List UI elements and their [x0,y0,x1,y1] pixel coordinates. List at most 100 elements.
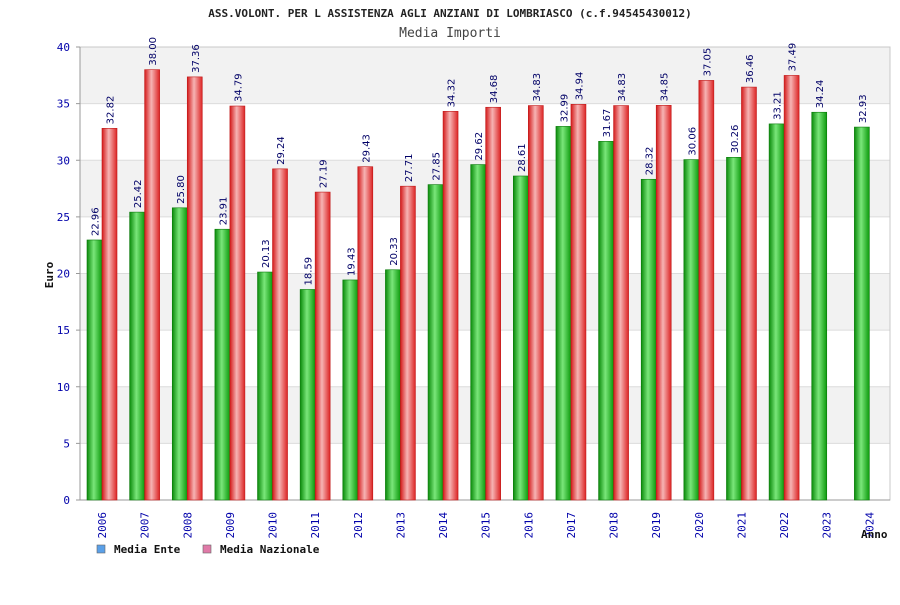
bar-media-ente [854,126,870,501]
y-tick-label: 15 [57,324,70,337]
data-label: 34.83 [532,73,543,102]
x-axis-label: Anno [861,528,888,541]
y-tick-label: 40 [57,41,70,54]
bar-media-ente [683,159,700,501]
bar-media-nazionale [570,104,587,501]
y-tick-label: 5 [63,437,70,450]
legend: Media Ente Media Nazionale [96,543,320,556]
y-tick-label: 10 [57,381,70,394]
x-tick-label: 2006 [96,512,109,539]
bar-media-ente [385,269,401,501]
data-label: 37.36 [191,44,202,73]
bar-media-nazionale [442,111,459,501]
bar-media-ente [513,175,529,501]
y-tick-label: 0 [63,494,70,507]
data-label: 32.82 [106,96,117,125]
bar-media-nazionale [485,106,501,501]
bar-media-nazionale [101,128,118,501]
data-label: 38.00 [148,37,159,66]
data-label: 33.21 [773,91,784,120]
x-tick-label: 2017 [565,512,578,539]
x-tick-label: 2015 [480,512,493,539]
bar-media-ente [726,157,742,501]
bar-media-ente [214,228,231,501]
bar-media-ente [598,141,614,501]
y-tick-label: 35 [57,98,70,111]
data-label: 36.46 [745,54,756,83]
bar-media-ente [299,289,316,501]
x-tick-label: 2021 [735,512,748,539]
y-tick-label: 25 [57,211,70,224]
bar-media-nazionale [229,105,246,501]
data-label: 34.24 [815,80,826,109]
data-label: 20.33 [389,237,400,266]
x-tick-label: 2011 [309,512,322,539]
bar-media-nazionale [655,105,672,501]
data-label: 22.96 [91,207,102,236]
x-tick-label: 2012 [352,512,365,539]
bar-media-nazionale [314,191,331,501]
data-label: 20.13 [261,239,272,268]
legend-label: Media Ente [114,543,181,556]
data-label: 31.67 [602,109,613,138]
bar-media-nazionale [613,105,629,501]
data-label: 27.71 [404,154,415,183]
bar-media-ente [427,184,444,501]
bar-media-nazionale [741,86,757,501]
data-label: 34.83 [617,73,628,102]
data-label: 34.85 [660,73,671,102]
bar-media-ente [171,207,188,501]
x-tick-label: 2024 [863,512,876,539]
x-tick-label: 2014 [437,512,450,539]
data-label: 25.80 [176,175,187,204]
legend-swatch [202,544,212,554]
bar-media-nazionale [272,168,288,501]
bar-media-ente [768,123,785,501]
data-label: 32.99 [559,94,570,123]
bar-media-nazionale [528,105,544,501]
y-axis-label: Euro [43,261,56,288]
data-label: 29.62 [474,132,485,161]
x-tick-label: 2007 [139,512,152,539]
bar-media-nazionale [400,185,416,501]
x-tick-label: 2013 [394,512,407,539]
x-tick-label: 2009 [224,512,237,539]
bar-media-ente [811,111,828,501]
legend-label: Media Nazionale [220,543,320,556]
bar-media-ente [640,178,657,501]
data-label: 23.91 [218,197,229,226]
bar-media-ente [555,126,572,501]
bar-media-nazionale [698,80,715,501]
chart-subtitle: Media Importi [399,26,501,41]
chart-title: ASS.VOLONT. PER L ASSISTENZA AGLI ANZIAN… [208,7,691,20]
x-tick-label: 2008 [181,512,194,539]
data-label: 34.79 [233,73,244,102]
x-tick-label: 2018 [608,512,621,539]
bar-media-ente [257,271,273,501]
data-label: 37.05 [702,48,713,77]
bar-media-nazionale [186,76,203,501]
bar-media-nazionale [783,75,800,501]
y-tick-label: 30 [57,154,70,167]
data-label: 18.59 [304,257,315,286]
data-label: 29.43 [361,134,372,163]
x-tick-label: 2023 [821,512,834,539]
bar-media-nazionale [357,166,374,501]
x-tick-label: 2022 [778,512,791,539]
data-label: 30.06 [687,127,698,156]
data-label: 32.93 [858,94,869,123]
x-tick-label: 2010 [267,512,280,539]
x-tick-label: 2016 [522,512,535,539]
data-label: 37.49 [788,43,799,72]
bar-media-ente [470,164,486,501]
bar-media-nazionale [144,69,160,501]
data-label: 28.61 [517,143,528,172]
data-label: 34.94 [574,72,585,101]
data-label: 27.19 [319,159,330,188]
legend-swatch [96,544,106,554]
data-label: 34.32 [447,79,458,108]
data-label: 30.26 [730,125,741,154]
data-label: 29.24 [276,136,287,165]
